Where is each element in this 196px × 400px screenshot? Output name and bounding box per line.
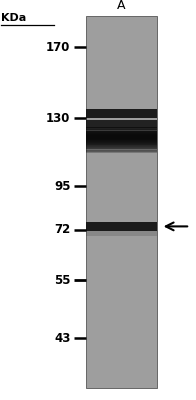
Bar — [86, 136, 157, 138]
Text: 130: 130 — [46, 112, 71, 124]
Bar — [86, 130, 157, 132]
Bar — [86, 231, 157, 236]
Bar — [86, 148, 157, 150]
Bar — [86, 141, 157, 143]
Text: 72: 72 — [54, 224, 71, 236]
Bar — [86, 137, 157, 139]
Bar — [86, 129, 157, 130]
Bar — [86, 146, 157, 148]
Text: KDa: KDa — [1, 13, 26, 23]
Bar — [86, 149, 157, 150]
Bar — [86, 120, 157, 128]
Bar — [86, 144, 157, 145]
Bar — [86, 136, 157, 137]
Bar — [86, 133, 157, 135]
Bar — [86, 128, 157, 130]
Bar — [86, 140, 157, 142]
Bar — [86, 16, 157, 388]
Bar — [86, 134, 157, 136]
Bar — [86, 222, 157, 231]
Bar — [86, 139, 157, 140]
Text: A: A — [117, 0, 126, 12]
Bar — [86, 142, 157, 144]
Text: 95: 95 — [54, 180, 71, 192]
Bar — [86, 150, 157, 151]
Bar — [86, 147, 157, 149]
Bar — [86, 109, 157, 118]
Bar — [86, 145, 157, 147]
Text: 43: 43 — [54, 332, 71, 344]
Bar — [86, 144, 157, 146]
Bar — [86, 150, 157, 152]
Text: 170: 170 — [46, 41, 71, 54]
Bar — [86, 131, 157, 133]
Bar — [86, 151, 157, 153]
Bar — [86, 135, 157, 136]
Bar — [86, 143, 157, 144]
Bar — [86, 127, 157, 129]
Text: 55: 55 — [54, 274, 71, 286]
Bar — [86, 140, 157, 141]
Bar — [86, 138, 157, 140]
Bar — [86, 132, 157, 134]
Bar — [86, 130, 157, 131]
